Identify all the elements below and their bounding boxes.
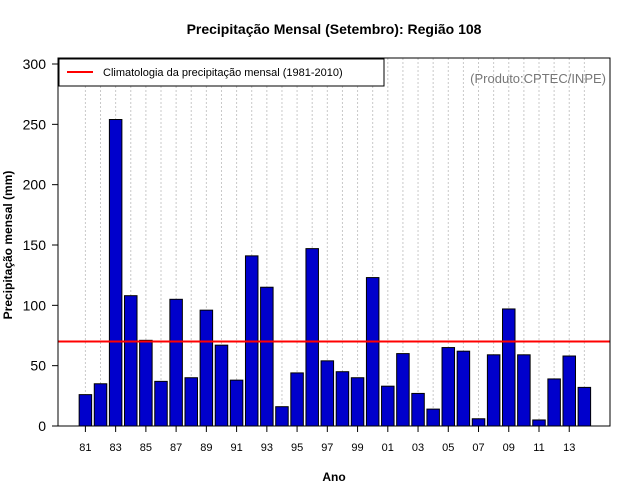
plot-frame (57, 57, 611, 427)
y-axis-label: Precipitação mensal (mm) (1, 171, 15, 320)
bar-04 (426, 408, 440, 427)
y-tick-label-250: 250 (23, 116, 47, 132)
legend-label: Climatologia da precipitação mensal (198… (103, 67, 343, 79)
bar-90 (214, 344, 229, 427)
bar-06 (456, 350, 471, 427)
y-tick-label-0: 0 (38, 418, 46, 434)
bar-09 (502, 308, 516, 427)
bar-98 (335, 371, 350, 427)
y-tick-label-150: 150 (23, 237, 47, 253)
legend: Climatologia da precipitação mensal (198… (58, 58, 385, 87)
bar-91 (229, 379, 244, 427)
x-tick-label-11: 11 (533, 442, 544, 454)
bar-86 (154, 380, 168, 427)
x-axis-label: Ano (322, 470, 345, 484)
x-tick-label-81: 81 (79, 442, 91, 454)
bars (78, 119, 592, 427)
bar-96 (305, 248, 319, 427)
bar-95 (290, 372, 304, 427)
x-tick-label-93: 93 (261, 442, 273, 454)
bar-87 (169, 298, 183, 427)
bar-13 (562, 355, 576, 427)
chart-title: Precipitação Mensal (Setembro): Região 1… (187, 21, 482, 37)
y-tick-label-50: 50 (30, 358, 46, 374)
bar-93 (260, 286, 274, 427)
x-tick-label-01: 01 (382, 442, 394, 454)
bar-82 (93, 383, 108, 427)
x-tick-label-13: 13 (563, 442, 575, 454)
bar-07 (471, 418, 486, 427)
bar-94 (275, 406, 289, 427)
y-axis-ticks: 0 50 100 150 200 250 300 (23, 56, 58, 434)
y-tick-label-100: 100 (23, 297, 47, 313)
bar-99 (350, 377, 365, 427)
credit-text: (Produto:CPTEC/INPE) (470, 71, 606, 86)
bar-97 (320, 360, 335, 427)
x-tick-label-07: 07 (472, 442, 484, 454)
bar-81 (78, 394, 93, 427)
bar-83 (108, 119, 123, 427)
bar-84 (124, 295, 138, 427)
y-tick-label-200: 200 (23, 177, 47, 193)
bar-12 (547, 378, 561, 427)
bar-88 (184, 377, 198, 427)
y-tick-label-300: 300 (23, 56, 47, 72)
bar-14 (577, 386, 592, 427)
x-tick-label-03: 03 (412, 442, 424, 454)
x-tick-label-87: 87 (170, 442, 182, 454)
x-tick-label-05: 05 (442, 442, 454, 454)
x-tick-label-89: 89 (200, 442, 212, 454)
legend-box (58, 58, 385, 87)
bar-01 (381, 385, 395, 427)
bar-10 (517, 354, 531, 427)
x-tick-label-95: 95 (291, 442, 303, 454)
bar-08 (486, 354, 501, 427)
x-tick-label-91: 91 (230, 442, 242, 454)
bar-02 (396, 353, 410, 427)
gridlines (84, 58, 585, 426)
bar-03 (411, 392, 425, 427)
bar-00 (365, 277, 380, 427)
bar-89 (199, 309, 214, 427)
x-tick-label-85: 85 (140, 442, 152, 454)
bar-11 (532, 419, 546, 427)
x-axis-ticks: 81 83 85 87 89 91 93 95 97 99 01 03 05 07 09 11 13 (79, 426, 575, 454)
bar-85 (139, 339, 153, 427)
x-tick-label-83: 83 (110, 442, 122, 454)
x-tick-label-09: 09 (503, 442, 515, 454)
bar-05 (441, 347, 456, 427)
x-tick-label-99: 99 (351, 442, 363, 454)
x-tick-label-97: 97 (321, 442, 333, 454)
